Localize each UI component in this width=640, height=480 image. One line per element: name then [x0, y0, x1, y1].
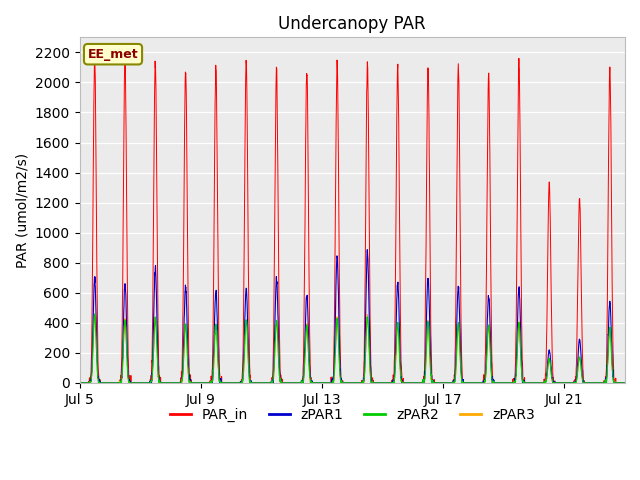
zPAR2 — [76, 380, 83, 386]
PAR_in — [196, 380, 204, 386]
Y-axis label: PAR (umol/m2/s): PAR (umol/m2/s) — [15, 153, 29, 268]
zPAR1 — [364, 247, 371, 252]
zPAR2 — [129, 380, 136, 386]
zPAR3 — [370, 380, 378, 386]
zPAR2 — [621, 380, 629, 386]
zPAR2 — [196, 380, 204, 386]
PAR_in — [515, 56, 523, 61]
zPAR1 — [161, 380, 169, 386]
PAR_in — [129, 380, 136, 386]
PAR_in — [369, 380, 377, 386]
zPAR2 — [551, 380, 559, 386]
zPAR3 — [551, 380, 559, 386]
zPAR1 — [370, 380, 378, 386]
zPAR2 — [370, 380, 378, 386]
zPAR3 — [196, 380, 204, 386]
PAR_in — [621, 380, 629, 386]
zPAR2 — [274, 332, 282, 337]
zPAR2 — [91, 311, 99, 317]
Line: zPAR1: zPAR1 — [79, 250, 625, 383]
zPAR3 — [129, 380, 136, 386]
zPAR1 — [196, 380, 204, 386]
Line: PAR_in: PAR_in — [79, 59, 625, 383]
Legend: PAR_in, zPAR1, zPAR2, zPAR3: PAR_in, zPAR1, zPAR2, zPAR3 — [164, 403, 540, 428]
zPAR1 — [621, 380, 629, 386]
Line: zPAR2: zPAR2 — [79, 314, 625, 383]
zPAR3 — [273, 330, 281, 336]
Title: Undercanopy PAR: Undercanopy PAR — [278, 15, 426, 33]
zPAR1 — [273, 294, 281, 300]
zPAR2 — [161, 380, 169, 386]
zPAR1 — [129, 380, 136, 386]
PAR_in — [551, 380, 559, 385]
PAR_in — [273, 116, 281, 122]
zPAR1 — [76, 380, 83, 386]
zPAR3 — [161, 380, 169, 386]
Line: zPAR3: zPAR3 — [79, 314, 625, 383]
PAR_in — [161, 380, 169, 386]
PAR_in — [76, 380, 83, 386]
zPAR1 — [551, 380, 559, 386]
zPAR3 — [364, 312, 371, 317]
zPAR3 — [76, 380, 83, 386]
zPAR3 — [621, 380, 629, 386]
Text: EE_met: EE_met — [88, 48, 138, 60]
